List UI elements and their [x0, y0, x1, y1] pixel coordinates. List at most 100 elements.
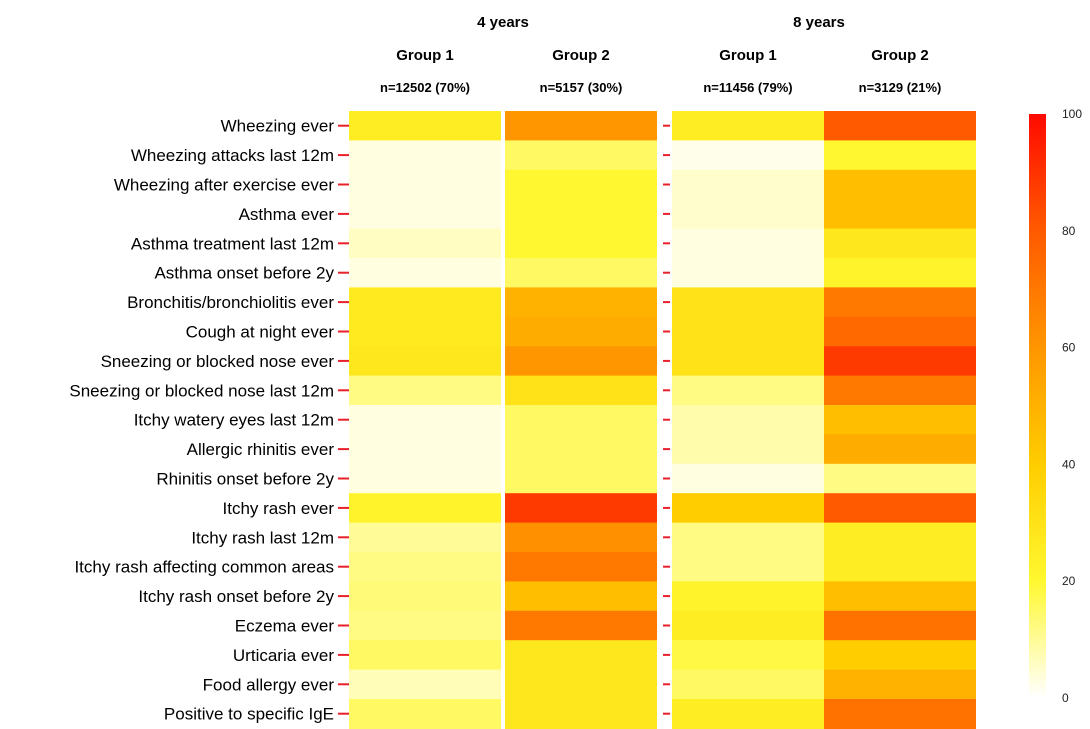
heatmap-cell	[505, 346, 657, 377]
heatmap-cell	[349, 228, 501, 259]
heatmap-cell	[824, 405, 976, 435]
heatmap-cell	[349, 581, 501, 612]
heatmap-cell	[672, 610, 824, 641]
heatmap-cell	[505, 287, 657, 318]
heatmap-cell	[505, 522, 657, 553]
row-label: Cough at night ever	[186, 323, 335, 342]
heatmap-cell	[824, 287, 976, 318]
heatmap-cell	[672, 169, 824, 200]
colorbar-tick-label: 0	[1062, 691, 1069, 705]
heatmap-cell	[824, 375, 976, 406]
heatmap-cell	[672, 199, 824, 230]
row-label: Wheezing after exercise ever	[114, 176, 334, 195]
row-label: Wheezing ever	[221, 117, 335, 136]
heatmap-cell	[505, 640, 657, 671]
heatmap-cell	[824, 169, 976, 200]
heatmap-cell	[505, 375, 657, 406]
heatmap-cell	[672, 463, 824, 494]
row-label: Sneezing or blocked nose last 12m	[69, 381, 334, 400]
colorbar-gradient	[1029, 114, 1046, 698]
heatmap-cell	[505, 581, 657, 612]
heatmap-cell	[349, 610, 501, 641]
heatmap-cell	[672, 522, 824, 553]
row-label: Positive to specific IgE	[164, 705, 334, 724]
heatmap-cell	[349, 640, 501, 671]
heatmap-cell	[672, 287, 824, 318]
heatmap-cell	[505, 169, 657, 200]
heatmap-cell	[672, 228, 824, 259]
heatmap-cell	[349, 375, 501, 406]
heatmap-cell	[349, 258, 501, 288]
heatmap-cell	[824, 640, 976, 671]
colorbar: 0 20 40 60 80 100	[1029, 107, 1082, 705]
heatmap-cell	[505, 434, 657, 465]
heatmap-cell	[672, 346, 824, 377]
column-n-label: n=3129 (21%)	[859, 80, 942, 95]
heatmap-cell	[672, 111, 824, 141]
heatmap-cell	[824, 552, 976, 582]
heatmap-cell	[505, 552, 657, 582]
heatmap-cell	[505, 699, 657, 729]
row-label: Sneezing or blocked nose ever	[101, 352, 335, 371]
heatmap-cell	[349, 669, 501, 700]
row-label: Bronchitis/bronchiolitis ever	[127, 293, 334, 312]
row-label: Itchy rash onset before 2y	[138, 587, 334, 606]
heatmap-cell	[505, 405, 657, 435]
heatmap-cell	[672, 140, 824, 171]
colorbar-tick-label: 20	[1062, 574, 1076, 588]
heatmap-cell	[505, 316, 657, 347]
heatmap-cell	[349, 493, 501, 524]
panel-headers: 4 years Group 1 n=12502 (70%) Group 2 n=5157…	[380, 14, 941, 95]
column-group-label: Group 2	[552, 47, 610, 64]
heatmap-cell	[672, 699, 824, 729]
heatmap-cells	[349, 111, 976, 729]
heatmap-cell	[505, 258, 657, 288]
column-n-label: n=12502 (70%)	[380, 80, 470, 95]
row-label: Eczema ever	[235, 617, 335, 636]
heatmap-cell	[349, 140, 501, 171]
heatmap-cell	[672, 258, 824, 288]
panel-label: 8 years	[793, 14, 845, 31]
heatmap-cell	[824, 346, 976, 377]
column-n-label: n=5157 (30%)	[540, 80, 623, 95]
heatmap-cell	[672, 581, 824, 612]
row-label: Rhinitis onset before 2y	[156, 470, 334, 489]
heatmap-cell	[349, 522, 501, 553]
row-label: Asthma treatment last 12m	[131, 234, 334, 253]
row-labels: Wheezing ever Wheezing attacks last 12m Wh…	[69, 117, 670, 724]
heatmap-cell	[505, 610, 657, 641]
heatmap-cell	[349, 463, 501, 494]
heatmap-cell	[672, 552, 824, 582]
row-label: Wheezing attacks last 12m	[131, 146, 334, 165]
row-label: Itchy rash ever	[223, 499, 335, 518]
heatmap-cell	[672, 405, 824, 435]
heatmap-cell	[824, 199, 976, 230]
colorbar-tick-label: 60	[1062, 341, 1076, 355]
colorbar-tick-label: 100	[1062, 107, 1082, 121]
heatmap-cell	[824, 522, 976, 553]
heatmap-cell	[824, 258, 976, 288]
heatmap-cell	[824, 581, 976, 612]
row-label: Food allergy ever	[203, 675, 335, 694]
heatmap-cell	[672, 640, 824, 671]
row-label: Itchy rash last 12m	[191, 528, 334, 547]
heatmap-cell	[349, 552, 501, 582]
heatmap-cell	[505, 463, 657, 494]
heatmap-cell	[349, 287, 501, 318]
heatmap-cell	[349, 199, 501, 230]
heatmap-cell	[505, 111, 657, 141]
heatmap-cell	[824, 669, 976, 700]
heatmap-cell	[349, 111, 501, 141]
column-group-label: Group 2	[871, 47, 929, 64]
row-label: Asthma onset before 2y	[154, 264, 334, 283]
row-label: Urticaria ever	[233, 646, 334, 665]
row-label: Itchy watery eyes last 12m	[134, 411, 334, 430]
panel-label: 4 years	[477, 14, 529, 31]
heatmap-cell	[349, 699, 501, 729]
heatmap-cell	[824, 316, 976, 347]
heatmap-cell	[349, 405, 501, 435]
heatmap-cell	[824, 111, 976, 141]
colorbar-tick-label: 40	[1062, 457, 1076, 471]
column-group-label: Group 1	[719, 47, 777, 64]
heatmap-cell	[505, 493, 657, 524]
